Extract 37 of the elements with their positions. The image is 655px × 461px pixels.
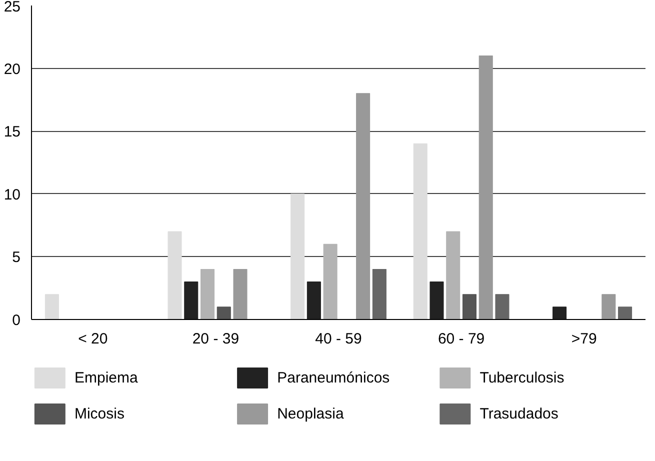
bar	[602, 294, 616, 320]
bar	[184, 282, 198, 320]
legend-label: Paraneumónicos	[277, 370, 390, 386]
bar	[446, 231, 460, 320]
legend-label: Neoplasia	[277, 406, 344, 422]
legend-label: Tuberculosis	[480, 370, 564, 386]
bar	[290, 194, 305, 320]
bar	[216, 306, 231, 320]
bar	[478, 55, 493, 320]
bar	[552, 306, 567, 320]
y-tick-label: 25	[4, 0, 21, 16]
legend-label: Empiema	[74, 370, 138, 386]
bar	[323, 244, 338, 320]
bar	[168, 231, 182, 320]
bar	[44, 294, 59, 320]
x-tick-label: 40 - 59	[315, 330, 362, 348]
bar	[372, 268, 386, 320]
legend-label: Micosis	[74, 406, 124, 422]
y-tick-label: 10	[4, 186, 21, 204]
bar	[618, 306, 632, 320]
bar	[462, 294, 476, 320]
bar	[413, 143, 428, 320]
x-tick-label: 60 - 79	[438, 330, 485, 348]
bar	[200, 268, 215, 320]
y-tick-label: 0	[12, 312, 20, 329]
bar	[430, 282, 444, 320]
y-tick-label: 15	[4, 124, 21, 141]
bar	[356, 93, 370, 320]
bar	[233, 268, 248, 320]
x-tick-label: >79	[571, 330, 597, 348]
x-tick-label: 20 - 39	[192, 330, 240, 348]
bar	[495, 294, 510, 320]
y-tick-label: 20	[4, 60, 21, 78]
x-tick-label: < 20	[78, 330, 108, 348]
y-tick-label: 5	[12, 249, 20, 266]
legend-label: Trasudados	[480, 406, 558, 422]
bar	[306, 282, 321, 320]
